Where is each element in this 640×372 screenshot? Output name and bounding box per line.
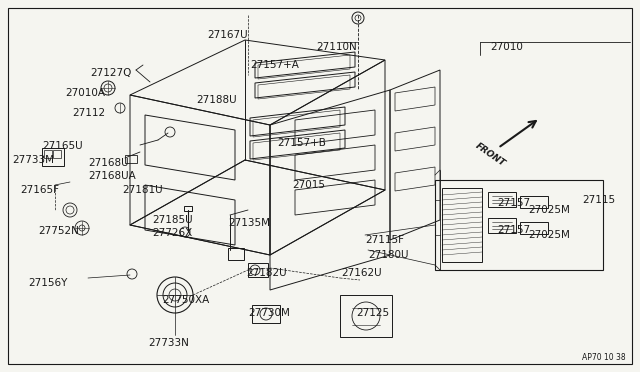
Text: 27730M: 27730M bbox=[248, 308, 290, 318]
Text: 27162U: 27162U bbox=[341, 268, 381, 278]
Bar bbox=[488, 192, 516, 207]
Bar bbox=[53, 150, 61, 158]
Bar bbox=[228, 248, 244, 260]
Text: 27110N: 27110N bbox=[316, 42, 356, 52]
Text: 27168U: 27168U bbox=[88, 158, 129, 168]
Text: 27157: 27157 bbox=[497, 225, 530, 235]
Text: 27157+A: 27157+A bbox=[250, 60, 299, 70]
Text: 27726X: 27726X bbox=[152, 228, 192, 238]
Text: 27025M: 27025M bbox=[528, 205, 570, 215]
Text: 27180U: 27180U bbox=[368, 250, 408, 260]
Bar bbox=[184, 206, 192, 211]
Bar bbox=[42, 148, 64, 166]
Text: 27165F: 27165F bbox=[20, 185, 59, 195]
Text: 27168UA: 27168UA bbox=[88, 171, 136, 181]
Text: 27125: 27125 bbox=[356, 308, 389, 318]
Bar bbox=[44, 150, 52, 158]
Text: 27015: 27015 bbox=[292, 180, 325, 190]
Text: 27115F: 27115F bbox=[365, 235, 404, 245]
Text: 27750XA: 27750XA bbox=[162, 295, 209, 305]
Text: AP70 10 38: AP70 10 38 bbox=[582, 353, 626, 362]
Text: 27182U: 27182U bbox=[246, 268, 287, 278]
Text: 27188U: 27188U bbox=[196, 95, 237, 105]
Text: 27165U: 27165U bbox=[42, 141, 83, 151]
Bar bbox=[125, 155, 137, 163]
Text: 27010A: 27010A bbox=[65, 88, 105, 98]
Text: 27185U: 27185U bbox=[152, 215, 193, 225]
Text: 27167U: 27167U bbox=[207, 30, 248, 40]
Bar bbox=[252, 305, 280, 323]
Text: 27733M: 27733M bbox=[12, 155, 54, 165]
Text: 27010: 27010 bbox=[490, 42, 523, 52]
Text: 27181U: 27181U bbox=[122, 185, 163, 195]
Bar bbox=[520, 196, 548, 208]
Text: FRONT: FRONT bbox=[474, 141, 507, 169]
Text: 27115: 27115 bbox=[582, 195, 615, 205]
Text: 27127Q: 27127Q bbox=[90, 68, 131, 78]
Bar bbox=[435, 180, 603, 270]
Text: 27157: 27157 bbox=[497, 198, 530, 208]
Bar bbox=[442, 188, 482, 262]
Bar bbox=[248, 263, 268, 277]
Text: 27157+B: 27157+B bbox=[277, 138, 326, 148]
Bar bbox=[488, 218, 516, 233]
Text: 27112: 27112 bbox=[72, 108, 105, 118]
Bar bbox=[340, 295, 392, 337]
Text: 27733N: 27733N bbox=[148, 338, 189, 348]
Text: 27156Y: 27156Y bbox=[28, 278, 67, 288]
Bar bbox=[520, 222, 548, 234]
Text: 27025M: 27025M bbox=[528, 230, 570, 240]
Text: 27135M: 27135M bbox=[228, 218, 270, 228]
Text: 27752N: 27752N bbox=[38, 226, 79, 236]
